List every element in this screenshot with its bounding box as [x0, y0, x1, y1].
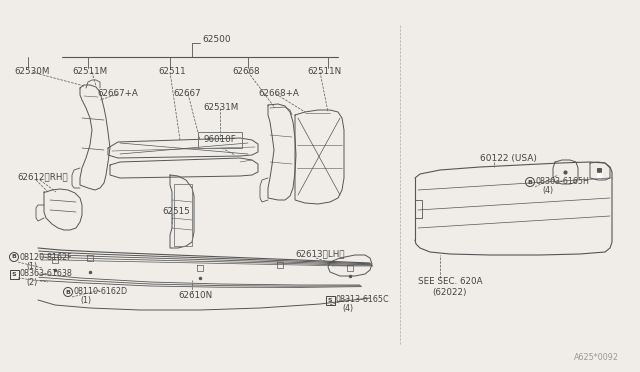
Text: (62022): (62022): [432, 288, 467, 296]
Text: A625*0092: A625*0092: [574, 353, 619, 362]
Text: B: B: [527, 180, 532, 185]
Text: 08110-6162D: 08110-6162D: [74, 288, 128, 296]
Text: B: B: [65, 289, 70, 295]
Text: 62667+A: 62667+A: [97, 90, 138, 99]
Text: 62530M: 62530M: [14, 67, 49, 77]
Text: (2): (2): [26, 278, 37, 286]
Text: 62500: 62500: [202, 35, 230, 45]
Text: 62515: 62515: [162, 208, 189, 217]
Text: S: S: [328, 298, 332, 302]
Text: 62668: 62668: [232, 67, 260, 77]
Text: 62531M: 62531M: [203, 103, 238, 112]
Text: 08313-6165C: 08313-6165C: [336, 295, 390, 305]
Text: B: B: [12, 254, 17, 260]
Text: 60122 (USA): 60122 (USA): [480, 154, 537, 163]
Text: 08120-8162F: 08120-8162F: [20, 253, 72, 262]
Text: 62668+A: 62668+A: [258, 90, 299, 99]
Text: (1): (1): [80, 296, 91, 305]
Text: SEE SEC. 620A: SEE SEC. 620A: [418, 278, 483, 286]
Text: 08363-61638: 08363-61638: [20, 269, 73, 278]
Text: 62610N: 62610N: [178, 292, 212, 301]
Text: 62511M: 62511M: [72, 67, 107, 77]
Text: 62511: 62511: [158, 67, 186, 77]
Text: 08363-6165H: 08363-6165H: [536, 177, 590, 186]
Text: 62613〈LH〉: 62613〈LH〉: [295, 250, 344, 259]
Text: (4): (4): [542, 186, 553, 196]
Text: S: S: [12, 272, 16, 276]
Text: 62667: 62667: [173, 90, 200, 99]
Text: 96010F: 96010F: [204, 135, 236, 144]
Text: 62612〈RH〉: 62612〈RH〉: [17, 173, 68, 182]
Text: (1): (1): [26, 262, 37, 270]
Text: (4): (4): [342, 305, 353, 314]
Text: 62511N: 62511N: [307, 67, 341, 77]
